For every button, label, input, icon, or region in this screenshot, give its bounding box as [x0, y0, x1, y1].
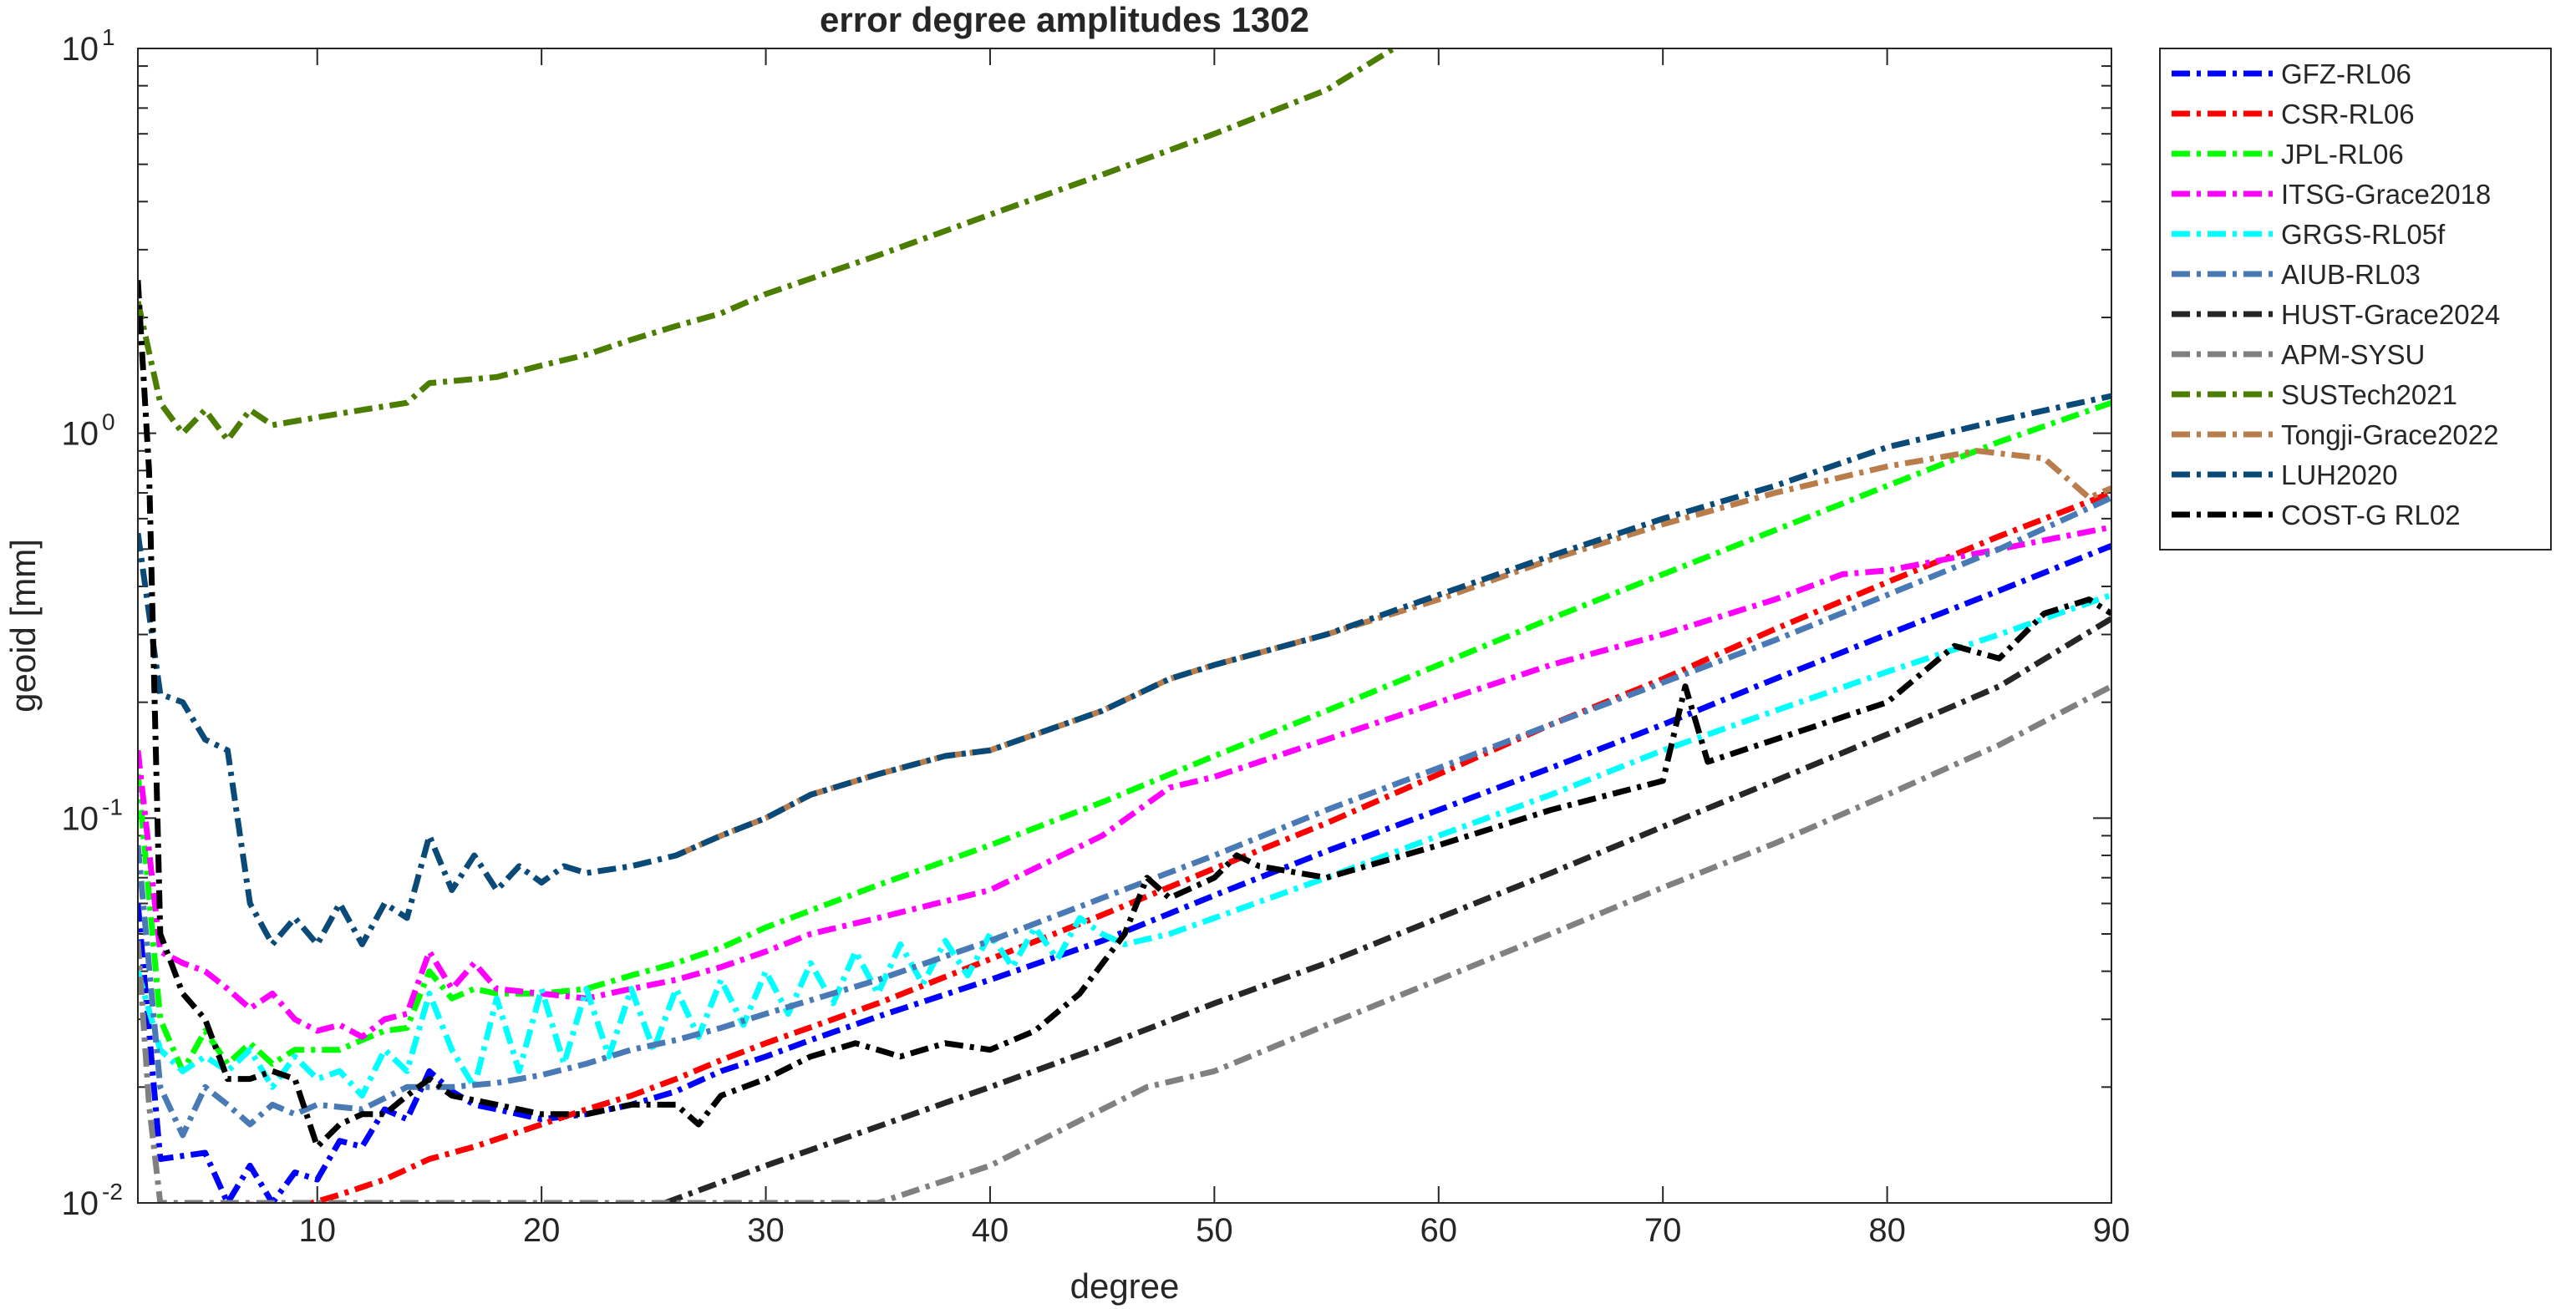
y-tick-exponent: 1 [102, 24, 115, 50]
legend-label: HUST-Grace2024 [2281, 299, 2500, 330]
x-axis-label: degree [1070, 1266, 1180, 1306]
series-line-apm-sysu [138, 683, 2111, 1203]
x-tick-label: 40 [972, 1212, 1009, 1249]
legend-label: ITSG-Grace2018 [2281, 179, 2491, 210]
y-tick-base: 10 [62, 31, 99, 68]
x-tick-label: 90 [2093, 1212, 2131, 1249]
y-tick-label: 10 -1 [62, 794, 123, 837]
series-line-hust-grace2024 [663, 616, 2111, 1203]
legend-box [2159, 48, 2552, 550]
series-line-cost-g-rl02 [138, 280, 2111, 1150]
series-line-grgs-rl05f [138, 591, 2111, 1099]
x-tick-label: 20 [523, 1212, 561, 1249]
y-tick-exponent: -2 [102, 1179, 123, 1205]
x-tick-label: 50 [1196, 1212, 1233, 1249]
legend: GFZ-RL06 CSR-RL06 JPL-RL06 ITSG-Grace2018 GR… [2159, 48, 2552, 550]
x-tick-label: 10 [298, 1212, 336, 1249]
y-tick-label: 10 0 [62, 409, 115, 453]
y-tick-base: 10 [62, 1185, 99, 1222]
x-tick-label: 60 [1420, 1212, 1458, 1249]
y-tick-exponent: -1 [102, 794, 123, 819]
legend-label: GRGS-RL05f [2281, 219, 2446, 250]
series-line-tongji-grace2022 [674, 448, 2111, 859]
series-lines [138, 48, 2111, 1203]
x-tick-label: 30 [747, 1212, 785, 1249]
plot-frame [137, 48, 2112, 1204]
y-tick-label: 10 -2 [62, 1179, 123, 1222]
legend-label: JPL-RL06 [2281, 139, 2404, 170]
y-axis-label: geoid [mm] [3, 539, 43, 713]
legend-label: APM-SYSU [2281, 339, 2425, 370]
legend-label: CSR-RL06 [2281, 99, 2415, 129]
chart-title: error degree amplitudes 1302 [820, 0, 1309, 39]
series-line-itsg-grace2018 [138, 524, 2111, 1040]
y-tick-base: 10 [62, 800, 99, 837]
series-line-luh2020 [138, 393, 2111, 947]
series-line-aiub-rl03 [138, 495, 2111, 1139]
y-tick-base: 10 [62, 416, 99, 453]
y-tick-label: 10 1 [62, 24, 115, 68]
series-line-csr-rl06 [250, 490, 2111, 1203]
legend-label: AIUB-RL03 [2281, 259, 2421, 290]
legend-label: GFZ-RL06 [2281, 58, 2411, 89]
legend-label: SUSTech2021 [2281, 379, 2457, 410]
plot-area [138, 48, 2111, 1203]
series-line-sustech2021 [138, 48, 1395, 444]
legend-label: LUH2020 [2281, 459, 2397, 490]
x-tick-label: 70 [1644, 1212, 1682, 1249]
x-tick-label: 80 [1868, 1212, 1906, 1249]
legend-label: COST-G RL02 [2281, 500, 2461, 530]
legend-label: Tongji-Grace2022 [2281, 419, 2499, 450]
y-tick-exponent: 0 [102, 409, 115, 435]
